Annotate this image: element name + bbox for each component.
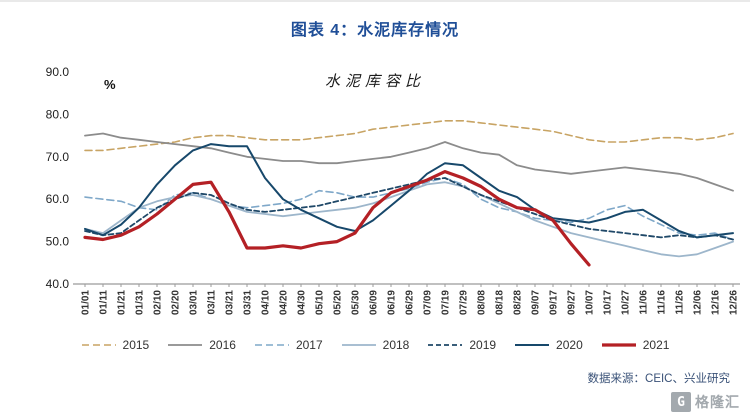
x-tick-label: 11/16 [657,290,668,315]
y-tick-label: 70.0 [46,150,70,164]
y-tick-label: 80.0 [46,107,70,121]
x-tick-label: 12/26 [729,290,740,315]
x-tick-label: 06/29 [405,290,416,315]
x-tick-label: 03/31 [243,290,254,315]
data-source-note: 数据来源：CEIC、兴业研究 [587,373,730,385]
watermark-logo-icon: G [671,392,691,412]
legend-swatch-2019 [428,344,463,346]
x-tick-label: 01/21 [117,290,128,315]
x-tick-label: 01/11 [99,290,110,315]
legend-item-2021: 2021 [601,338,670,352]
legend-swatch-2015 [81,344,116,346]
x-tick-label: 08/28 [513,290,524,315]
x-tick-label: 05/30 [351,290,362,315]
x-tick-label: 01/31 [135,290,146,315]
x-tick-label: 11/06 [639,290,650,315]
series-line-2015 [84,120,734,152]
x-tick-label: 09/07 [531,290,542,315]
legend: 2015 2016 2017 2018 2019 2020 2021 [0,338,750,352]
x-tick-label: 08/08 [477,290,488,315]
x-tick-label: 07/09 [423,290,434,315]
x-tick-label: 07/19 [441,290,452,315]
x-tick-label: 04/10 [261,290,272,315]
series-line-2019 [84,177,734,241]
legend-item-2015: 2015 [81,338,150,352]
x-tick-label: 02/10 [153,290,164,315]
x-tick-label: 03/01 [189,290,200,315]
x-tick-label: 02/20 [171,290,182,315]
x-tick-label: 10/17 [603,290,614,315]
legend-label-2018: 2018 [382,338,410,352]
x-tick-label: 08/18 [495,290,506,315]
x-tick-label: 06/19 [387,290,398,315]
legend-label-2017: 2017 [295,338,323,352]
x-tick-label: 04/30 [297,290,308,315]
chart-subtitle: 水泥库容比 [324,74,425,90]
legend-item-2017: 2017 [254,338,323,352]
x-tick-label: 03/21 [225,290,236,315]
watermark-logo-text: 格隆汇 [695,394,740,410]
y-tick-label: 50.0 [46,235,70,249]
y-axis-unit-label: % [104,77,116,92]
x-tick-label: 07/29 [459,290,470,315]
x-tick-label: 11/26 [675,290,686,315]
legend-item-2018: 2018 [341,338,410,352]
watermark-logo: G 格隆汇 [671,392,740,412]
legend-item-2019: 2019 [427,338,496,352]
series-line-2016 [84,132,734,192]
y-tick-label: 60.0 [46,192,70,206]
x-tick-label: 12/16 [711,290,722,315]
x-tick-label: 10/07 [585,290,596,315]
legend-label-2019: 2019 [469,338,497,352]
series-line-2021 [83,170,591,267]
series-line-2020 [84,143,734,239]
x-tick-label: 04/20 [279,290,290,315]
x-tick-label: 09/27 [567,290,578,315]
legend-label-2015: 2015 [122,338,150,352]
x-tick-label: 03/11 [207,290,218,315]
legend-item-2020: 2020 [514,338,583,352]
legend-label-2021: 2021 [642,338,670,352]
x-tick-label: 01/01 [81,290,92,315]
y-tick-label: 90.0 [46,65,70,79]
legend-swatch-2016 [168,344,203,346]
legend-label-2020: 2020 [556,338,583,352]
x-tick-label: 12/06 [693,290,704,315]
y-tick-label: 40.0 [46,277,70,291]
legend-swatch-2020 [515,344,550,346]
legend-swatch-2021 [601,343,636,347]
x-tick-label: 10/27 [621,290,632,315]
page-title: 图表 4：水泥库存情况 [290,22,460,39]
cement-inventory-chart: 40.0 50.0 60.0 70.0 80.0 90.0 01/01 01/11 01/21 0… [0,44,750,344]
legend-swatch-2017 [254,344,289,346]
x-tick-label: 09/17 [549,290,560,315]
x-tick-label: 06/09 [369,290,380,315]
legend-swatch-2018 [341,344,376,346]
x-tick-label: 05/10 [315,290,326,315]
x-tick-label: 05/20 [333,290,344,315]
legend-item-2016: 2016 [167,338,236,352]
line-chart-canvas: 40.0 50.0 60.0 70.0 80.0 90.0 01/01 01/11 01/21 0… [46,65,740,315]
legend-label-2016: 2016 [209,338,236,352]
